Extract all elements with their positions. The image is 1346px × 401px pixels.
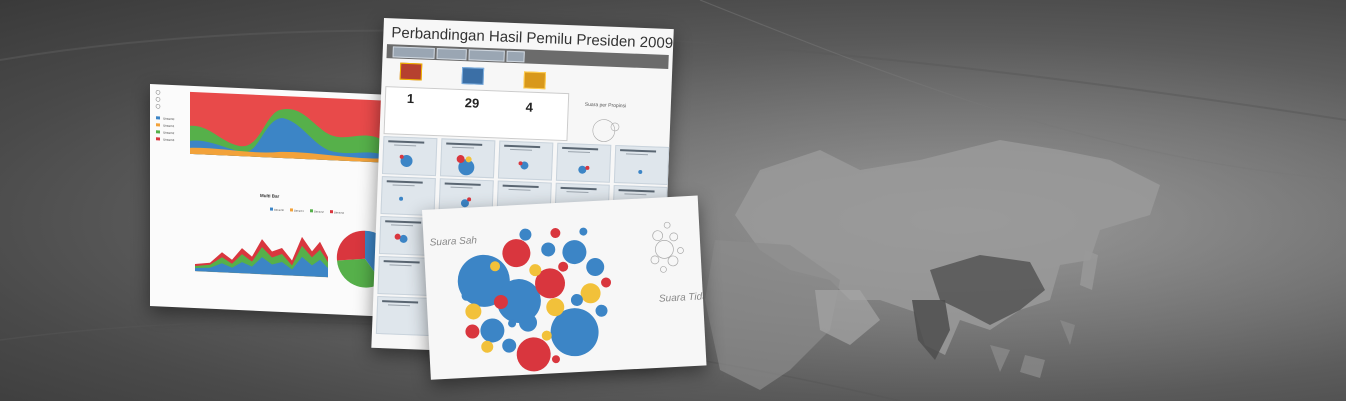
candidate-photo-1 — [399, 62, 423, 81]
invalid-votes-bubbles — [650, 221, 684, 273]
nav-button-2[interactable] — [436, 48, 467, 61]
china-region — [930, 255, 1045, 325]
bottom-legend-label-0: Stream0 — [274, 208, 284, 212]
bottom-legend-label-1: Stream1 — [294, 209, 304, 213]
nav-button-4[interactable] — [506, 50, 525, 63]
bubble-chart-card: Suara Sah Suara Tidak Sah — [422, 195, 707, 380]
africa-landmass — [705, 240, 840, 390]
stacked-area-chart — [190, 91, 382, 163]
arabia-region — [815, 290, 880, 345]
multi-bar-title: Multi Bar — [260, 193, 279, 199]
bottom-legend-label-2: Stream2 — [314, 209, 324, 213]
eurasia-landmass — [735, 140, 1160, 355]
japan-islands — [1080, 250, 1098, 290]
candidate-photo-2 — [461, 67, 485, 85]
nav-button-3[interactable] — [468, 49, 505, 62]
top-legend-label-0: Stream0 — [163, 117, 175, 122]
valid-votes-bubbles — [457, 227, 612, 372]
candidate-photo-3 — [523, 71, 547, 90]
nav-button-1[interactable] — [392, 46, 435, 59]
mini-bubble-outline — [592, 119, 620, 142]
dashboard-preview-card: Stream0 Stream1 Stream2 Stream3 Multi Ba… — [150, 84, 388, 317]
election-dashboard-card: Perbandingan Hasil Pemilu Presiden 2009 … — [371, 18, 674, 359]
vote-bubble-chart — [457, 221, 684, 372]
southeast-asia-islands — [990, 320, 1075, 378]
line-area-chart — [195, 236, 328, 278]
tile-bubbles — [394, 154, 643, 243]
bottom-legend-label-3: Stream3 — [334, 210, 344, 214]
side-label: Suara per Propinsi — [584, 101, 627, 110]
top-legend-label-1: Stream1 — [163, 124, 175, 129]
top-legend: Stream0 Stream1 Stream2 Stream3 — [155, 90, 175, 143]
stat-value-2: 29 — [464, 95, 480, 111]
stat-value-3: 4 — [525, 99, 534, 115]
top-legend-label-2: Stream2 — [163, 131, 175, 136]
dashboard-charts: Stream0 Stream1 Stream2 Stream3 Multi Ba… — [155, 90, 388, 288]
stat-value-1: 1 — [406, 90, 415, 107]
bottom-legend: Stream0 Stream1 Stream2 Stream3 — [270, 207, 344, 215]
top-legend-label-3: Stream3 — [163, 138, 175, 143]
india-region — [912, 300, 950, 360]
